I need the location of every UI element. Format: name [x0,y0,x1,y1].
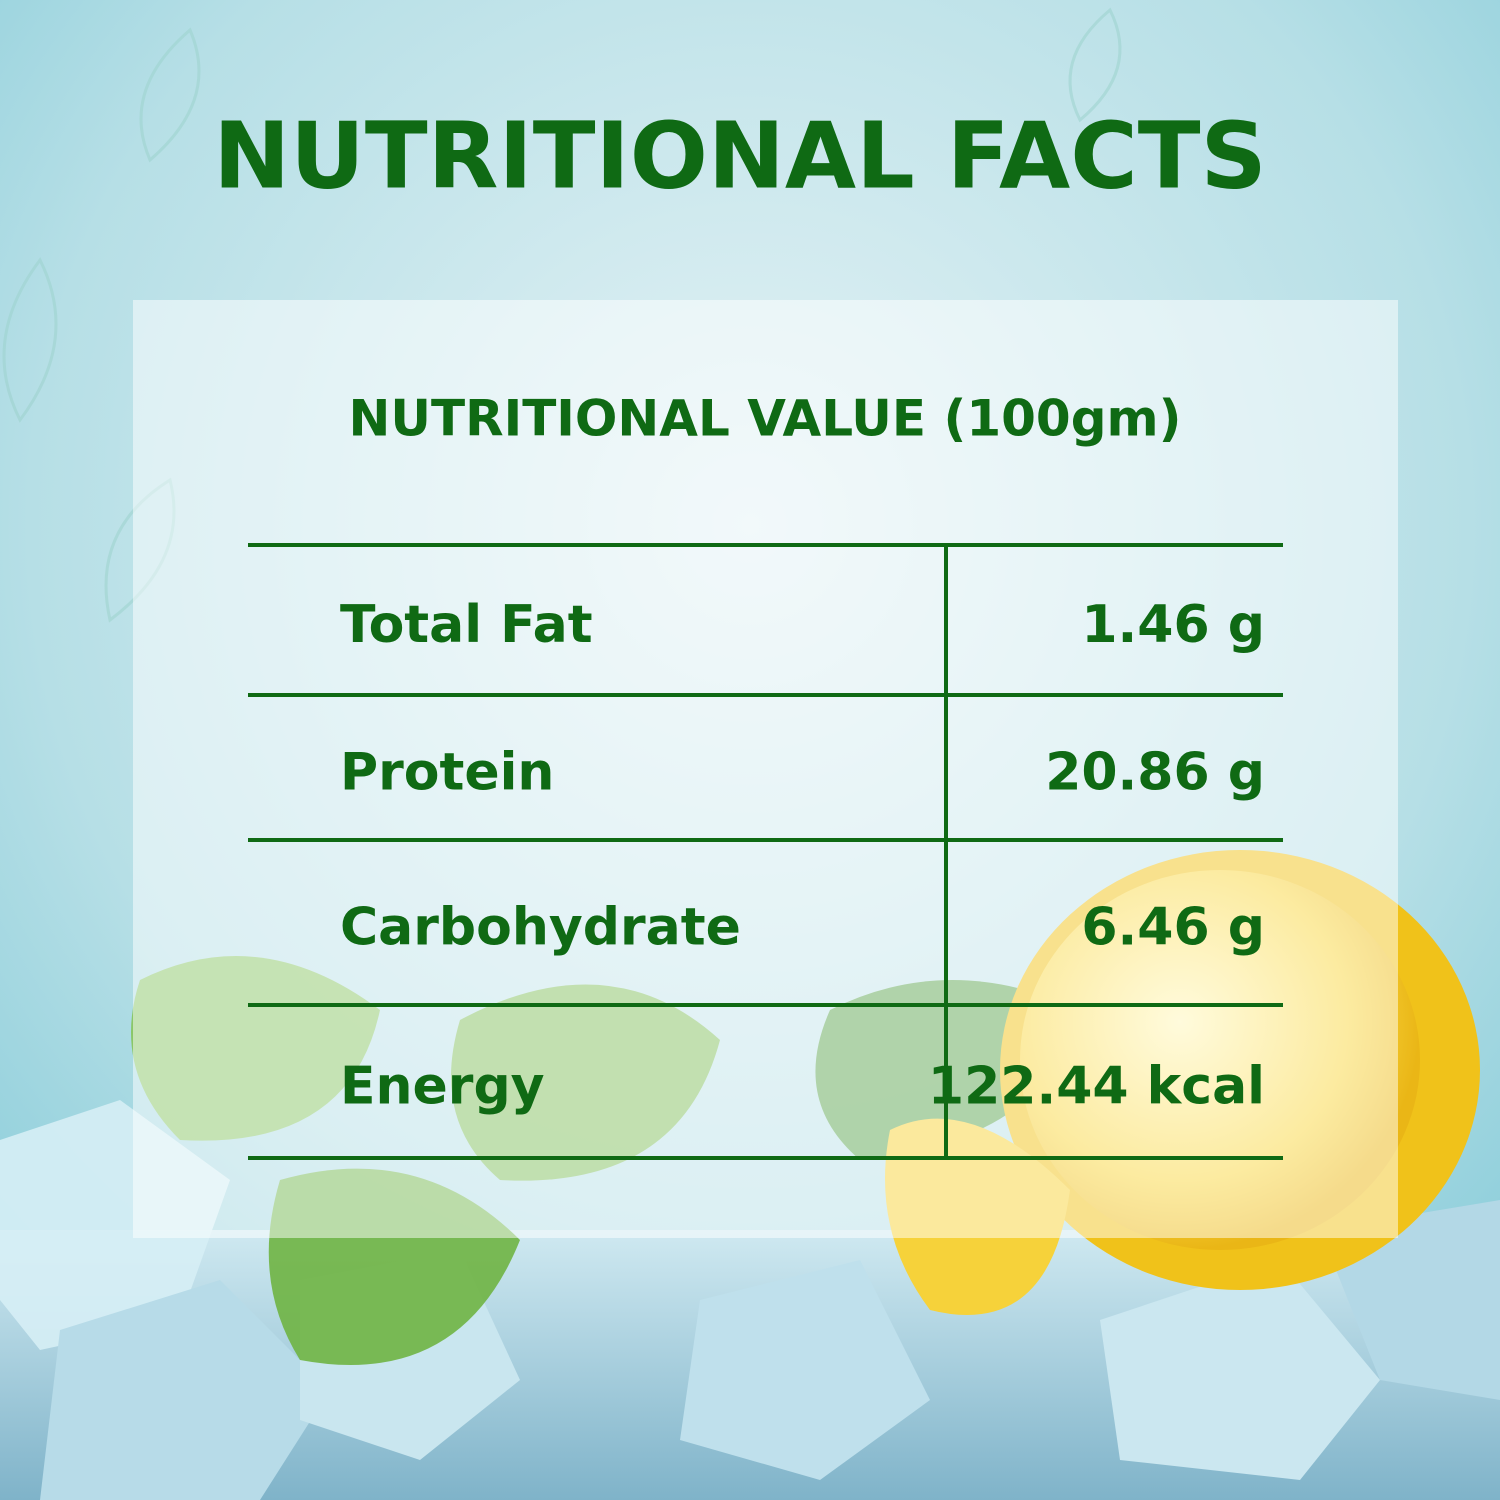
nutrient-value: 20.86 g [1045,743,1265,803]
nutrient-name: Total Fat [340,595,593,655]
nutrient-value: 122.44 kcal [928,1057,1265,1117]
nutrition-table: Total Fat 1.46 g Protein 20.86 g Carbohydrat… [248,543,1283,1160]
panel-heading: NUTRITIONAL VALUE (100gm) [349,390,1182,448]
nutrient-value: 6.46 g [1081,898,1265,958]
title: NUTRITIONAL FACTS [213,102,1267,209]
panel [133,300,1398,1238]
nutrient-name: Protein [340,743,554,803]
nutrient-name: Energy [340,1057,545,1117]
nutrient-name: Carbohydrate [340,898,741,958]
nutrient-value: 1.46 g [1081,595,1265,655]
